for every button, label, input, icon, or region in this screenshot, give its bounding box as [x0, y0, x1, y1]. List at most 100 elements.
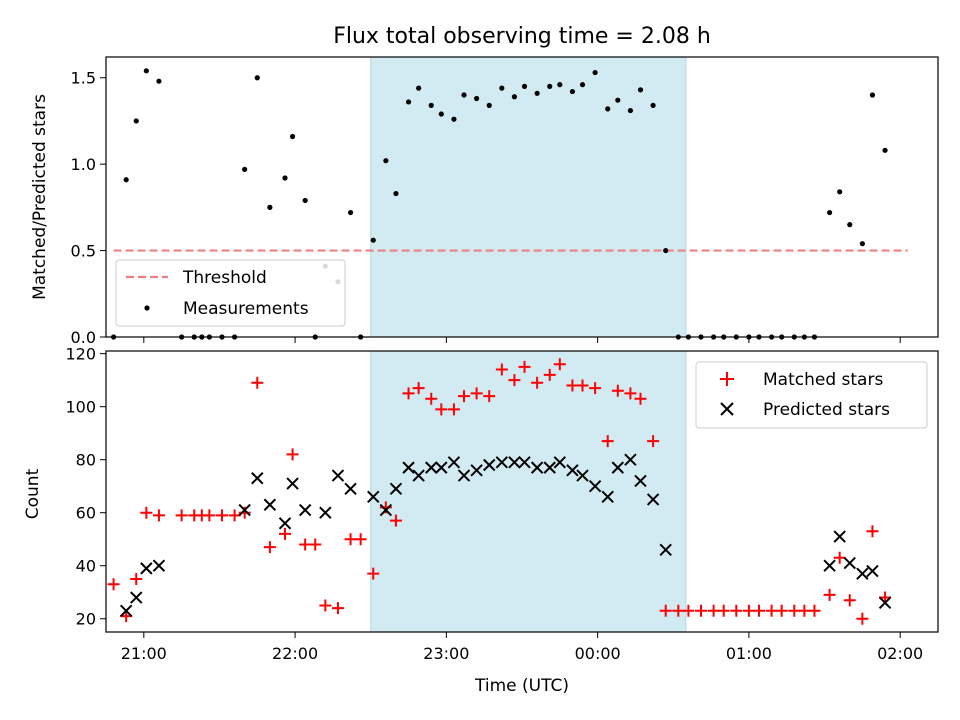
x-tick-label: 02:00 [877, 644, 923, 663]
measurement-point [347, 209, 354, 216]
matched-stars-point [808, 604, 821, 617]
matched-stars-point [447, 403, 460, 416]
legend-matched-swatch [720, 372, 734, 386]
matched-stars-point [866, 525, 879, 538]
matched-stars-point [354, 533, 367, 546]
count-y-tick-label: 20 [76, 610, 96, 629]
matched-stars-point [823, 588, 836, 601]
x-tick-label: 01:00 [726, 644, 772, 663]
ratio-panel: Flux total observing time = 2.08 h 0.0 0.… [30, 24, 939, 347]
matched-stars-point [286, 448, 299, 461]
predicted-stars-point [543, 461, 556, 474]
predicted-stars-point [130, 591, 143, 604]
ratio-y-tick-label: 0.0 [71, 328, 96, 347]
legend-predicted-label: Predicted stars [763, 400, 890, 420]
ratio-legend-box [115, 259, 346, 327]
predicted-stars-point [624, 453, 637, 466]
predicted-stars-point [611, 461, 625, 474]
measurement-point [416, 85, 422, 91]
matched-stars-point [695, 604, 708, 617]
measurement-point [254, 75, 260, 81]
matched-stars-point [833, 551, 846, 564]
matched-stars-point [856, 612, 869, 625]
predicted-stars-point [379, 503, 393, 517]
predicted-stars-point [576, 469, 589, 482]
matched-stars-point [707, 604, 720, 617]
matched-stars-point [576, 379, 589, 392]
matched-stars-point [553, 358, 566, 371]
matched-stars-point [228, 509, 241, 522]
measurement-point [242, 166, 248, 172]
count-series-2 [119, 453, 892, 617]
matched-stars-point [412, 382, 425, 395]
matched-stars-point [389, 514, 402, 527]
measurement-point [569, 88, 576, 95]
predicted-stars-point [298, 503, 312, 517]
matched-stars-point [331, 602, 344, 615]
measurement-point [615, 97, 621, 103]
matched-stars-point [742, 604, 755, 617]
matched-stars-point [263, 541, 276, 554]
measurement-point [637, 87, 644, 93]
matched-stars-point [843, 594, 856, 607]
matched-stars-point [730, 604, 743, 617]
count-observing-span [370, 350, 687, 633]
matched-stars-point [215, 509, 228, 522]
predicted-stars-point [495, 456, 509, 469]
predicted-stars-point [530, 461, 544, 474]
measurement-point [650, 102, 656, 108]
ratio-legend: Threshold Measurements [115, 259, 346, 327]
predicted-stars-point [286, 477, 299, 490]
measurement-point [370, 237, 376, 243]
measurement-point [461, 92, 467, 98]
predicted-stars-point [447, 456, 461, 469]
legend-predicted-swatch [720, 402, 734, 416]
predicted-stars-point [344, 482, 357, 496]
count-y-axis-label: Count [23, 468, 43, 519]
legend-matched-label: Matched stars [763, 370, 883, 390]
count-y-tick-label: 120 [65, 345, 96, 364]
measurement-point [627, 107, 634, 114]
measurement-point [499, 85, 505, 91]
predicted-stars-point [843, 556, 856, 570]
x-axis-label: Time (UTC) [474, 676, 569, 696]
ratio-observing-span [370, 56, 687, 338]
predicted-stars-point [367, 490, 380, 504]
predicted-stars-point [457, 469, 471, 482]
ratio-plot-frame [105, 56, 939, 338]
measurement-point [123, 177, 129, 183]
count-legend: Matched stars Predicted stars [695, 361, 928, 429]
matched-stars-point [140, 506, 153, 519]
matched-stars-point [319, 599, 332, 612]
matched-stars-point [299, 538, 312, 551]
predicted-stars-point [588, 479, 602, 493]
matched-stars-point [130, 572, 143, 585]
measurement-point [302, 197, 308, 204]
predicted-stars-point [823, 559, 836, 572]
predicted-stars-point [435, 461, 448, 474]
predicted-stars-point [508, 456, 521, 469]
matched-stars-point [107, 578, 120, 591]
measurement-point [383, 158, 389, 164]
measurement-point [882, 147, 888, 153]
matched-stars-point [495, 363, 508, 376]
predicted-stars-point [402, 461, 415, 474]
count-y-tick-label: 100 [65, 398, 96, 417]
predicted-stars-point [263, 498, 277, 511]
measurement-point [557, 82, 563, 88]
measurement-point [511, 94, 518, 100]
legend-measurements-swatch [144, 305, 150, 311]
matched-stars-point [601, 435, 614, 448]
measurement-point [521, 83, 528, 89]
legend-threshold-label: Threshold [182, 268, 267, 288]
predicted-stars-point [483, 458, 496, 472]
matched-stars-point [518, 360, 531, 373]
x-tick-label: 21:00 [121, 644, 167, 663]
count-legend-box [695, 361, 928, 429]
x-tick-label: 23:00 [423, 644, 469, 663]
predicted-stars-point [319, 506, 332, 519]
predicted-stars-point [866, 564, 879, 578]
matched-stars-point [402, 387, 415, 400]
matched-stars-point [765, 604, 778, 617]
